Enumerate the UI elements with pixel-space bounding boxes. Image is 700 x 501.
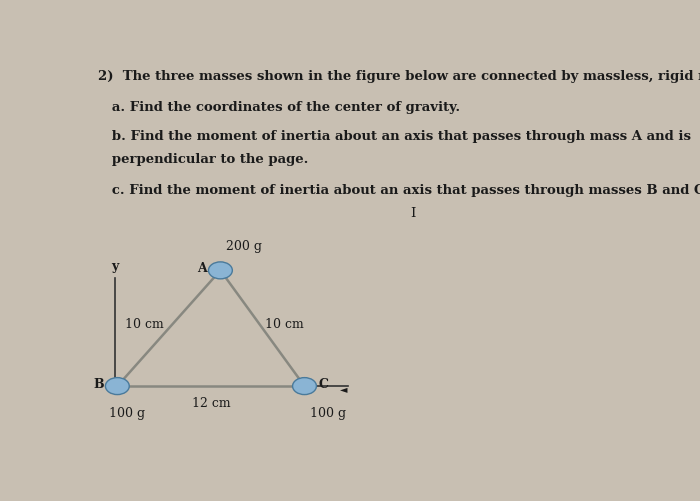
Circle shape — [106, 378, 130, 395]
Text: 200 g: 200 g — [226, 240, 262, 253]
Text: 10 cm: 10 cm — [265, 318, 304, 331]
Text: 12 cm: 12 cm — [192, 397, 230, 410]
Circle shape — [293, 378, 316, 395]
Text: b. Find the moment of inertia about an axis that passes through mass A and is: b. Find the moment of inertia about an a… — [98, 130, 692, 143]
Text: 100 g: 100 g — [310, 407, 346, 420]
Text: A: A — [197, 262, 207, 275]
Text: 10 cm: 10 cm — [125, 318, 164, 331]
Text: perpendicular to the page.: perpendicular to the page. — [98, 153, 309, 166]
Text: 2)  The three masses shown in the figure below are connected by massless, rigid : 2) The three masses shown in the figure … — [98, 70, 700, 83]
Text: a. Find the coordinates of the center of gravity.: a. Find the coordinates of the center of… — [98, 101, 461, 114]
Text: ◄: ◄ — [340, 384, 347, 394]
Text: C: C — [318, 378, 328, 391]
Text: c. Find the moment of inertia about an axis that passes through masses B and C: c. Find the moment of inertia about an a… — [98, 183, 700, 196]
Text: y: y — [111, 261, 118, 274]
Text: B: B — [93, 378, 104, 391]
Circle shape — [209, 262, 232, 279]
Text: 100 g: 100 g — [109, 407, 146, 420]
Text: I: I — [410, 207, 416, 220]
